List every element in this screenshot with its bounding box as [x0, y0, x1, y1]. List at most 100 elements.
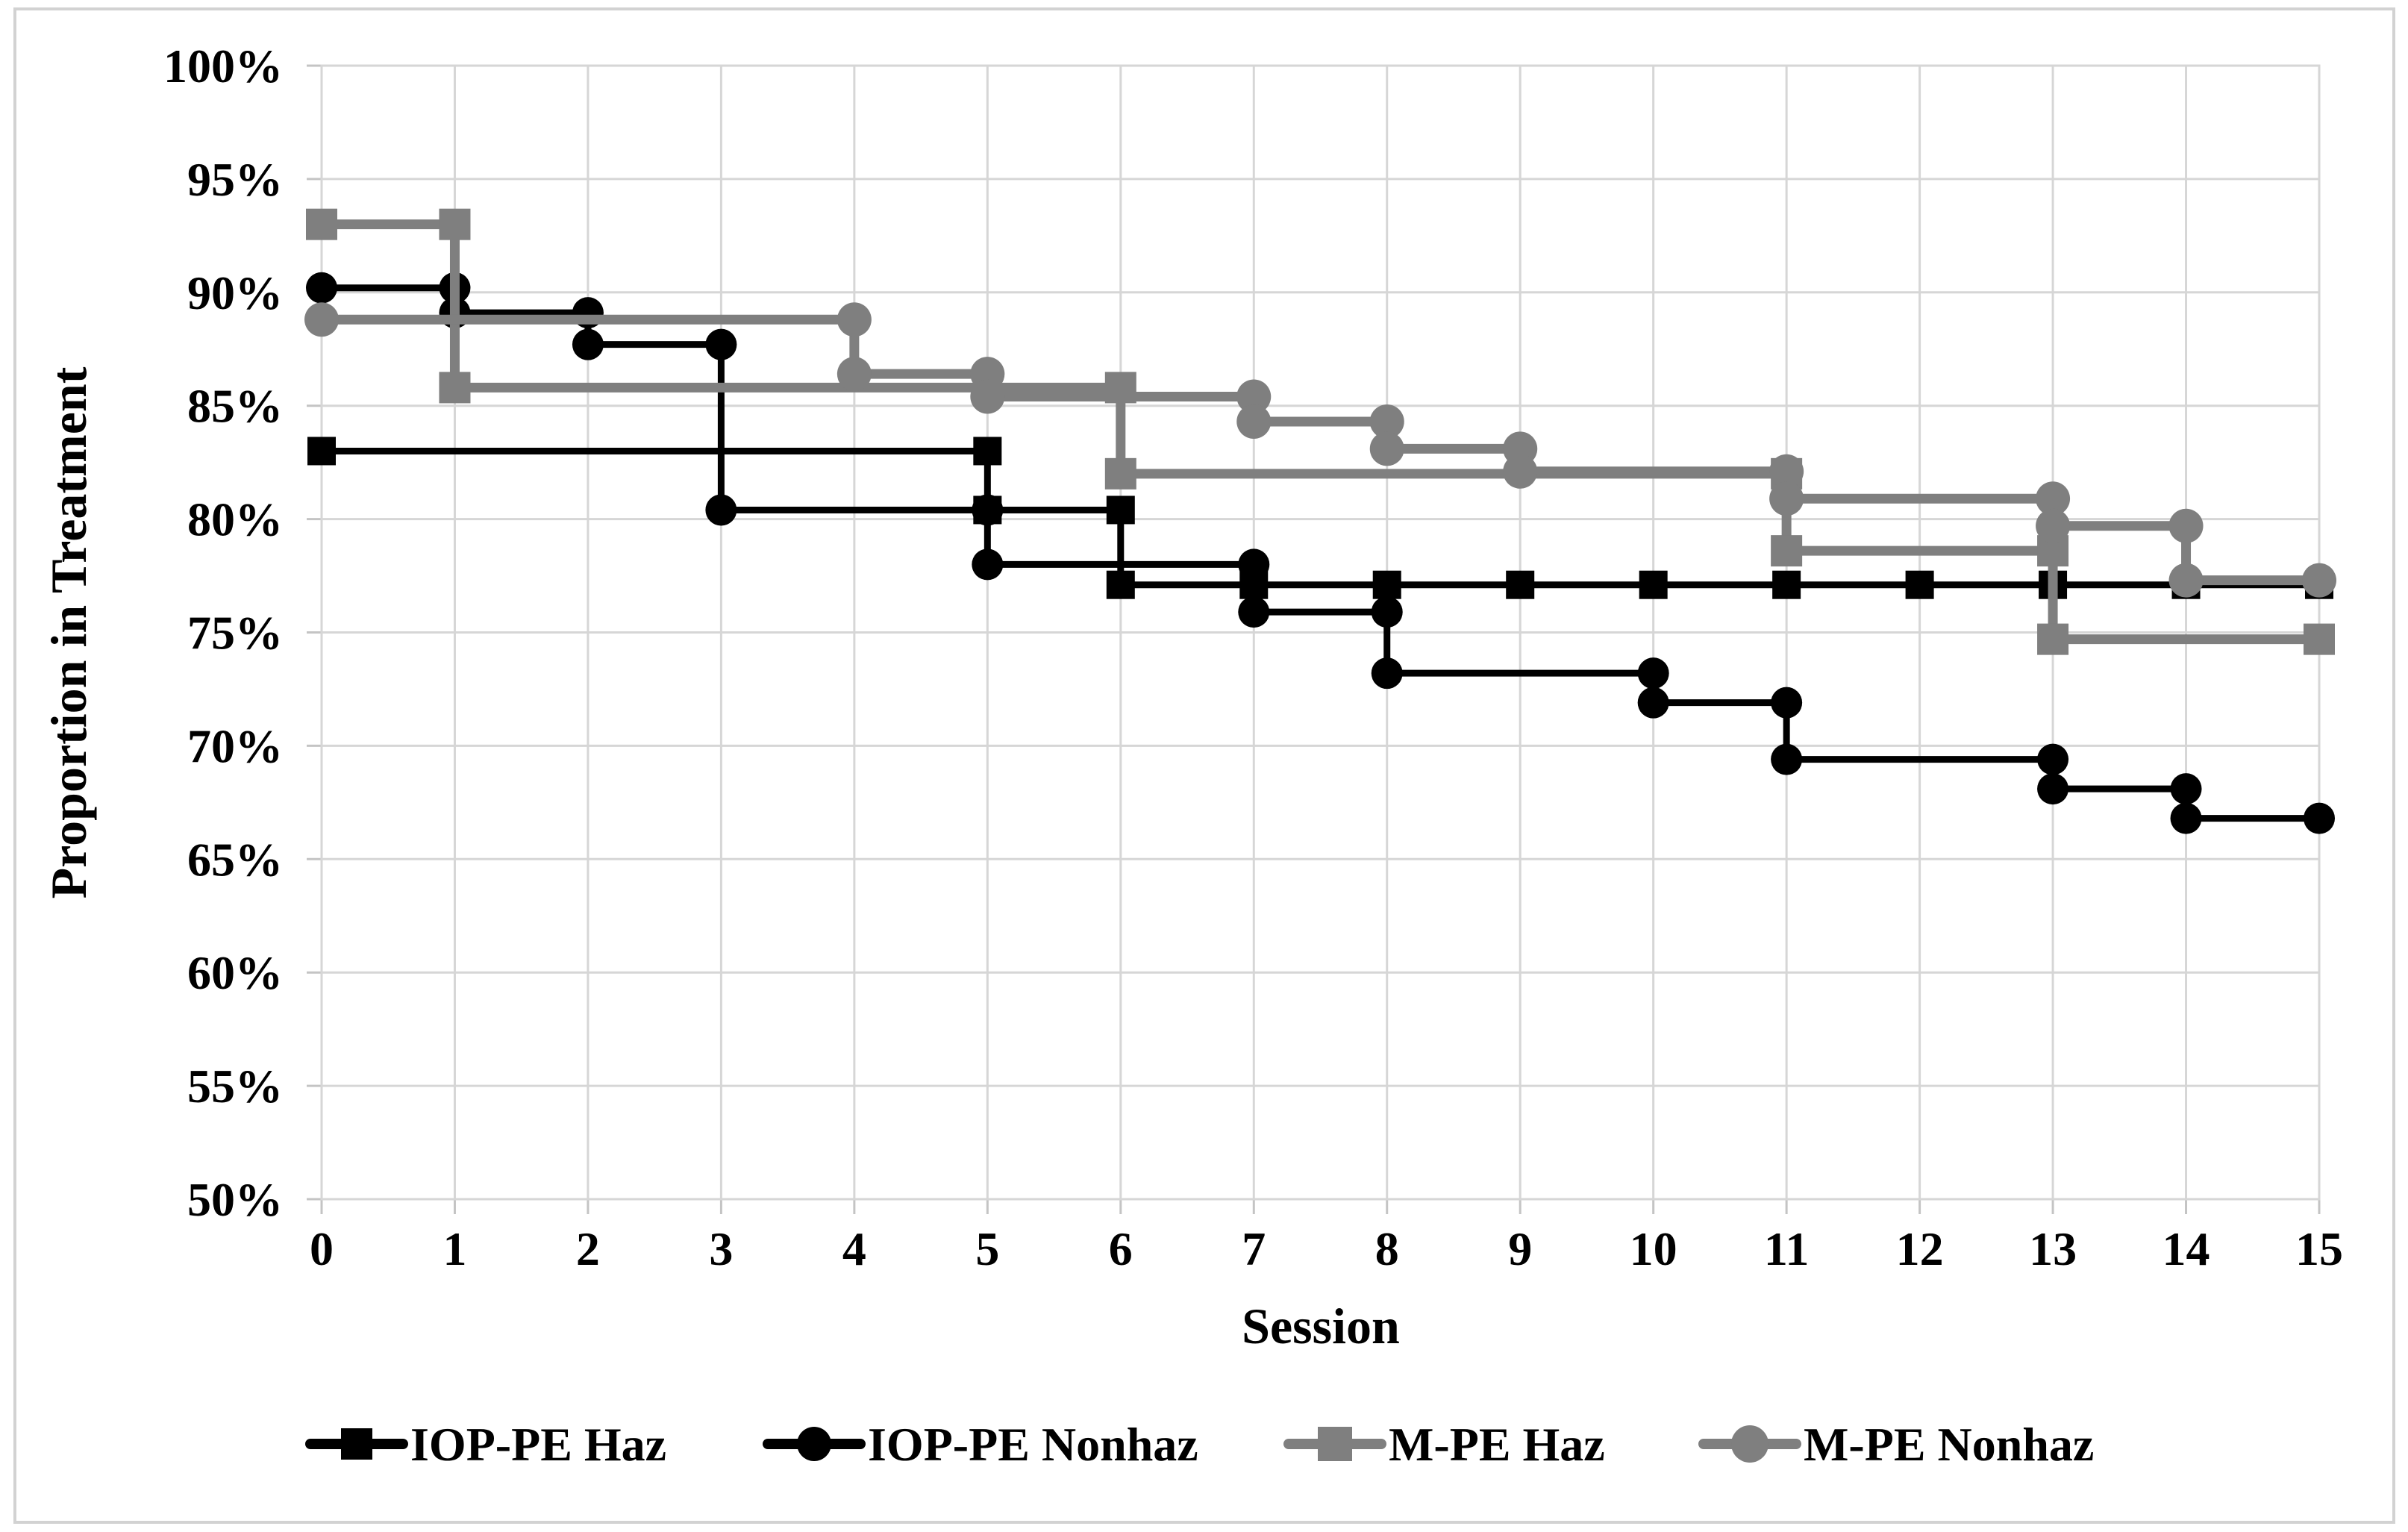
x-tick-label: 13	[2029, 1222, 2077, 1275]
circle-marker	[1769, 454, 1804, 489]
circle-marker	[1369, 431, 1404, 466]
x-tick-label: 9	[1508, 1222, 1532, 1275]
series-m-pe-nonhaz	[304, 302, 2336, 598]
circle-marker	[1503, 454, 1538, 489]
x-tick-label: 15	[2295, 1222, 2343, 1275]
y-tick-label: 95%	[187, 153, 283, 206]
circle-marker	[1238, 548, 1270, 581]
legend-item-iop-pe-haz: IOP-PE Haz	[305, 1418, 666, 1471]
x-tick-label: 4	[842, 1222, 866, 1275]
circle-marker	[2036, 508, 2071, 543]
y-axis-title: Proportion in Treatment	[40, 366, 97, 898]
legend-label: M-PE Haz	[1389, 1418, 1605, 1471]
legend-label: IOP-PE Nonhaz	[868, 1418, 1198, 1471]
circle-marker	[572, 328, 604, 360]
circle-marker	[1369, 404, 1404, 439]
circle-marker	[1371, 596, 1403, 628]
square-marker	[307, 437, 336, 466]
y-tick-label: 100%	[163, 40, 283, 93]
legend-label: IOP-PE Haz	[410, 1418, 666, 1471]
series-line	[322, 219, 2319, 645]
x-tick-label: 5	[975, 1222, 999, 1275]
circle-marker	[1236, 404, 1272, 439]
square-marker	[439, 372, 471, 404]
x-tick-label: 12	[1896, 1222, 1944, 1275]
y-tick-label: 80%	[187, 493, 283, 546]
square-marker	[1106, 495, 1135, 525]
circle-marker	[705, 494, 737, 526]
circle-marker	[2302, 563, 2336, 598]
square-marker	[1905, 570, 1934, 599]
x-tick-label: 10	[1630, 1222, 1677, 1275]
square-marker	[2037, 623, 2069, 655]
circle-marker	[304, 302, 339, 337]
series-m-pe-haz	[306, 208, 2335, 655]
circle-marker	[705, 328, 737, 360]
y-axis-tick-labels: 100% 95% 90% 85% 80% 75% 70% 65% 60% 55% 50%	[163, 40, 283, 1226]
x-tick-label: 3	[709, 1222, 733, 1275]
circle-marker	[1238, 596, 1270, 628]
circle-marker	[2037, 743, 2069, 775]
circle-marker	[970, 379, 1005, 414]
x-tick-label: 11	[1764, 1222, 1809, 1275]
circle-marker	[2170, 773, 2202, 805]
legend-square-marker-icon	[341, 1428, 372, 1460]
x-tick-label: 6	[1109, 1222, 1133, 1275]
circle-marker	[836, 302, 872, 337]
circle-marker	[1371, 657, 1403, 690]
x-tick-label: 14	[2162, 1222, 2210, 1275]
circle-marker	[2168, 508, 2204, 543]
legend-item-m-pe-haz: M-PE Haz	[1283, 1418, 1605, 1471]
x-axis-title: Session	[1242, 1298, 1400, 1354]
legend-circle-marker-icon	[1731, 1425, 1769, 1463]
y-tick-label: 75%	[187, 607, 283, 660]
circle-marker	[1769, 481, 1804, 516]
y-tick-label: 50%	[187, 1173, 283, 1226]
circle-marker	[1771, 743, 1803, 775]
series-iop-pe-nonhaz	[306, 272, 2335, 834]
circle-marker	[2036, 481, 2071, 516]
axis-ticks	[307, 64, 2321, 1214]
series-line	[322, 314, 2319, 586]
series-group	[304, 208, 2336, 834]
circle-marker	[1637, 657, 1669, 690]
legend-label: M-PE Nonhaz	[1804, 1418, 2094, 1471]
square-marker	[1771, 535, 1803, 567]
circle-marker	[2170, 802, 2202, 834]
circle-marker	[1637, 687, 1669, 719]
square-marker	[1639, 570, 1668, 599]
square-marker	[1772, 570, 1801, 599]
x-tick-label: 1	[442, 1222, 466, 1275]
square-marker	[1106, 570, 1135, 599]
circle-marker	[972, 548, 1004, 581]
square-marker	[1506, 570, 1535, 599]
x-tick-label: 0	[310, 1222, 334, 1275]
circle-marker	[1771, 687, 1803, 719]
circle-marker	[972, 494, 1004, 526]
x-tick-label: 2	[576, 1222, 600, 1275]
circle-marker	[2168, 563, 2204, 598]
square-marker	[973, 437, 1002, 466]
legend-circle-marker-icon	[797, 1427, 831, 1461]
square-marker	[439, 208, 471, 240]
circle-marker	[1236, 379, 1272, 414]
y-tick-label: 60%	[187, 946, 283, 999]
y-tick-label: 55%	[187, 1060, 283, 1113]
y-tick-label: 85%	[187, 380, 283, 433]
square-marker	[306, 208, 337, 240]
y-tick-label: 90%	[187, 266, 283, 319]
series-line	[322, 447, 2319, 589]
legend-item-m-pe-nonhaz: M-PE Nonhaz	[1698, 1418, 2094, 1471]
legend: IOP-PE Haz IOP-PE Nonhaz M-PE Haz M-PE Nonh…	[305, 1418, 2094, 1471]
circle-marker	[836, 357, 872, 392]
circle-marker	[2037, 773, 2069, 805]
square-marker	[1372, 570, 1401, 599]
legend-square-marker-icon	[1318, 1427, 1352, 1461]
figure-outer-border	[13, 7, 2395, 1524]
x-axis-tick-labels: 0 1 2 3 4 5 6 7 8 9 10 11 12 13 14 15	[310, 1222, 2343, 1275]
square-marker	[2304, 623, 2335, 655]
x-tick-label: 7	[1242, 1222, 1266, 1275]
circle-marker	[306, 272, 337, 304]
